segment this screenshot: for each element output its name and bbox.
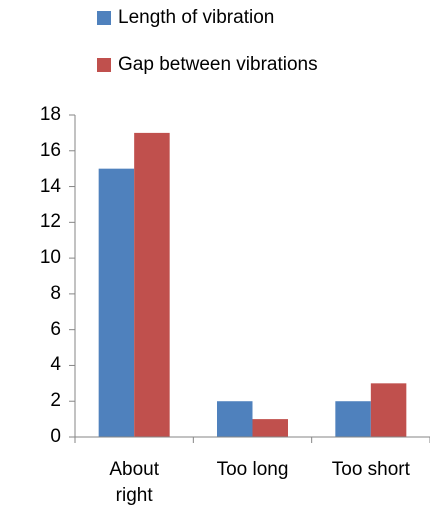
y-tick-label: 2 (50, 390, 61, 412)
y-tick-label: 6 (50, 318, 61, 340)
bar (134, 132, 170, 437)
y-tick-label: 0 (50, 426, 61, 447)
y-tick-label: 10 (39, 247, 61, 269)
bar (370, 383, 407, 437)
y-tick-label: 14 (39, 175, 61, 197)
bar (252, 419, 288, 437)
legend-label: Length of vibration (118, 7, 275, 28)
legend-swatch (97, 11, 111, 25)
bar (217, 401, 253, 437)
x-tick-label: Too long (216, 459, 289, 480)
legend-swatch (97, 58, 111, 72)
y-tick-label: 4 (50, 354, 61, 376)
bar (335, 401, 371, 437)
y-tick-label: 16 (39, 139, 61, 161)
legend-label: Gap between vibrations (118, 54, 318, 75)
y-tick-label: 18 (39, 104, 61, 125)
y-tick-label: 8 (50, 282, 61, 304)
y-tick-label: 12 (39, 211, 61, 233)
bar (98, 168, 135, 437)
x-tick-label: Too short (331, 459, 410, 480)
x-tick-label: About right (109, 459, 159, 506)
